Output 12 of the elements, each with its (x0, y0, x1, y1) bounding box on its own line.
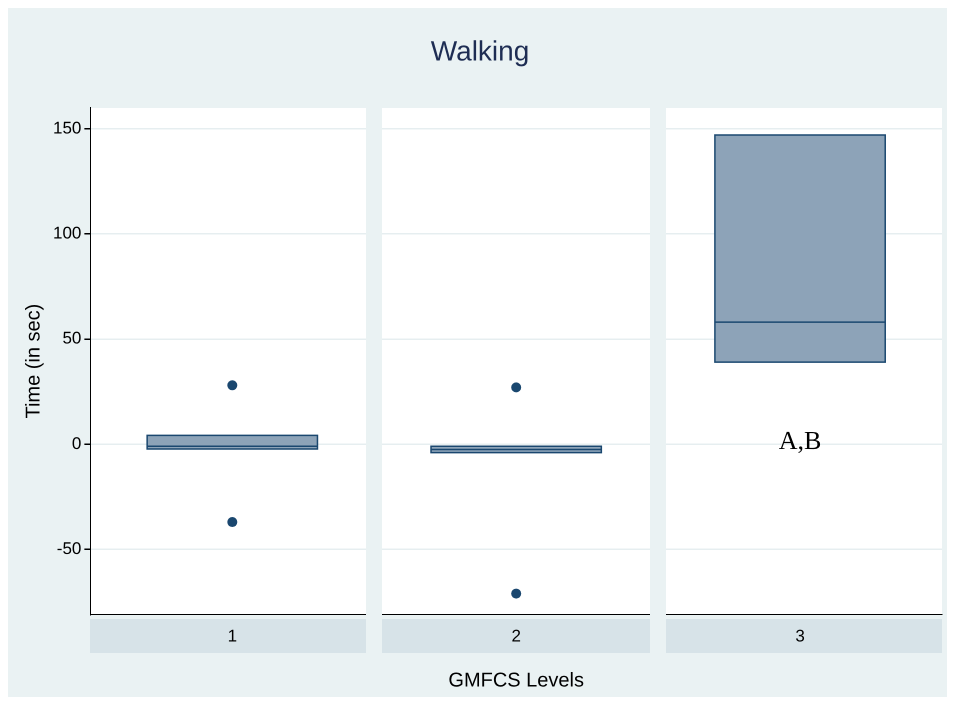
y-tick-label: 0 (72, 434, 82, 453)
annotation: A,B (778, 426, 822, 456)
y-tick-label: -50 (56, 539, 82, 558)
x-tick-label: 2 (511, 626, 521, 646)
y-tick-label: 150 (52, 118, 82, 138)
y-axis-title: Time (in sec) (22, 304, 45, 419)
chart-title: Walking (430, 36, 530, 67)
y-tick-label: 100 (52, 224, 82, 243)
x-axis-title: GMFCS Levels (448, 670, 584, 692)
x-tick-label: 1 (228, 626, 238, 646)
x-tick-label: 3 (795, 626, 805, 646)
y-tick-label: 50 (62, 328, 82, 348)
